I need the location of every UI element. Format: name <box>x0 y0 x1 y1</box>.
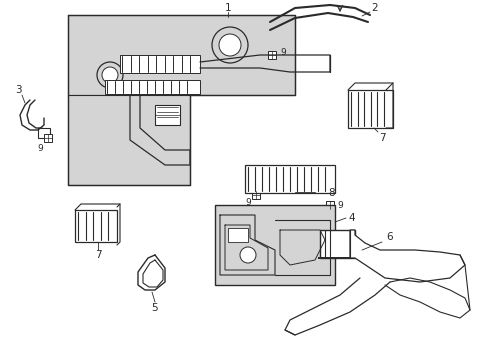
Text: 5: 5 <box>151 303 158 313</box>
Text: 9: 9 <box>37 144 43 153</box>
Circle shape <box>102 67 118 83</box>
Text: 9: 9 <box>336 201 342 210</box>
Text: 7: 7 <box>378 133 385 143</box>
Bar <box>215 205 334 285</box>
Bar <box>44 134 52 142</box>
Bar <box>251 191 260 199</box>
Bar <box>267 51 275 59</box>
Text: 6: 6 <box>386 232 392 242</box>
Text: 1: 1 <box>224 3 231 13</box>
Bar <box>120 55 200 73</box>
Polygon shape <box>317 230 464 282</box>
Bar <box>325 201 333 209</box>
Bar <box>155 105 180 125</box>
Circle shape <box>212 27 247 63</box>
Text: 4: 4 <box>348 213 355 223</box>
Circle shape <box>97 62 123 88</box>
Bar <box>227 228 247 242</box>
Bar <box>347 90 392 128</box>
Text: 2: 2 <box>371 3 378 13</box>
Text: 8: 8 <box>328 188 335 198</box>
Bar <box>319 230 354 258</box>
Circle shape <box>219 34 241 56</box>
Text: 3: 3 <box>15 85 21 95</box>
Text: 9: 9 <box>280 48 285 57</box>
Text: 7: 7 <box>95 250 101 260</box>
Bar <box>105 80 200 94</box>
Bar <box>38 128 50 138</box>
Circle shape <box>240 247 256 263</box>
Text: 9: 9 <box>244 198 250 207</box>
Polygon shape <box>68 15 294 95</box>
Bar <box>75 210 117 242</box>
Bar <box>244 165 334 193</box>
Polygon shape <box>68 95 190 185</box>
